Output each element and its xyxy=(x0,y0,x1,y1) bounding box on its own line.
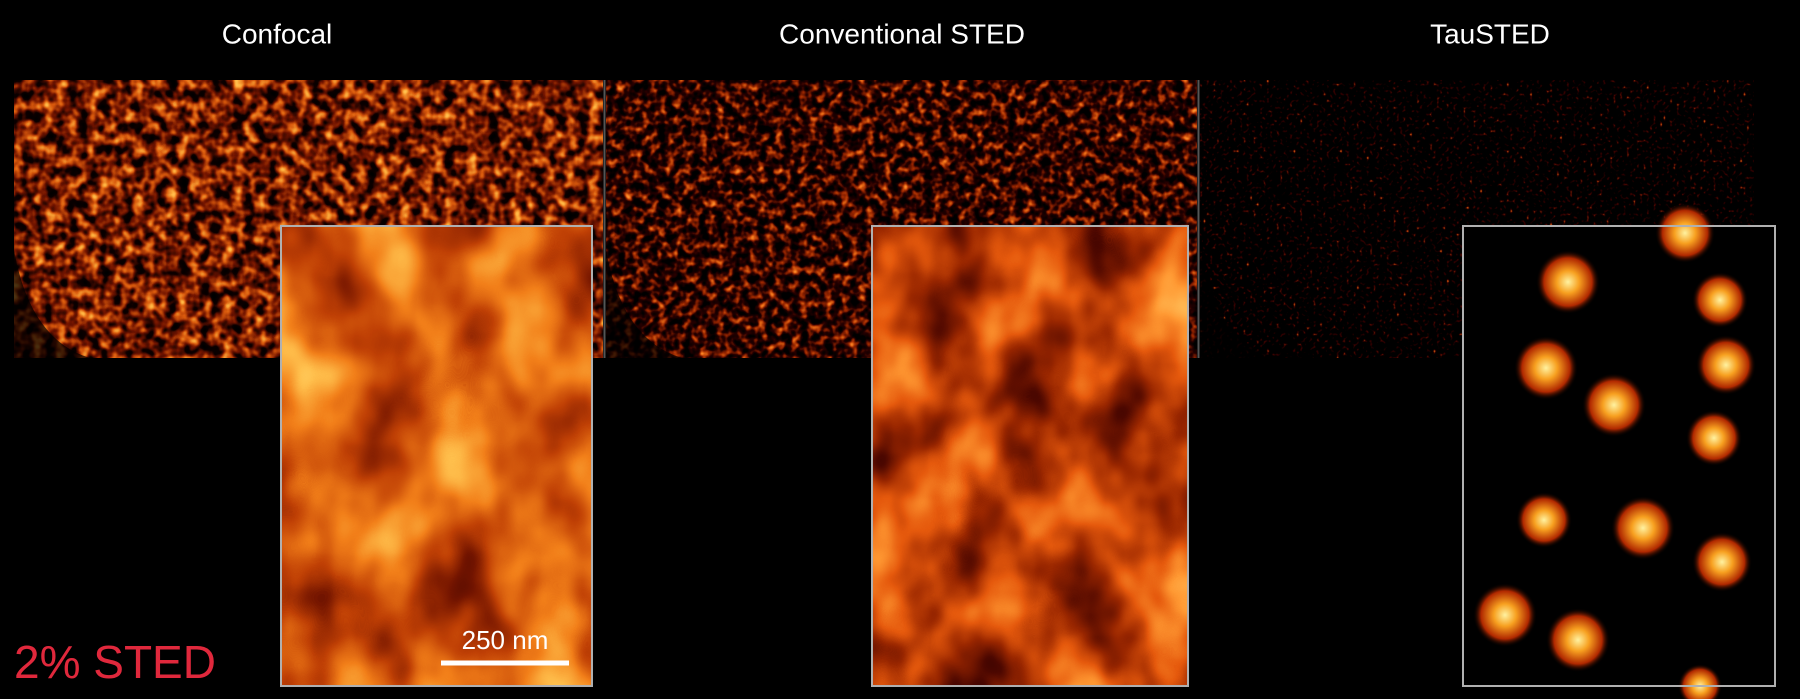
scale-bar-label: 250 nm xyxy=(462,625,549,655)
insets xyxy=(280,203,1776,699)
inset-border xyxy=(1462,225,1776,687)
sted-inset xyxy=(872,226,1188,686)
inset-border xyxy=(871,225,1189,687)
sted-label: 2% STED xyxy=(14,636,216,688)
panel-title: TauSTED xyxy=(1430,18,1550,49)
inset-border xyxy=(280,225,593,687)
panel-title: Confocal xyxy=(222,18,333,49)
confocal-inset xyxy=(281,226,592,686)
cell-edge xyxy=(606,250,682,358)
cell-edge xyxy=(14,250,90,358)
tausted-spots xyxy=(1473,203,1756,699)
cell-edge xyxy=(1200,250,1276,358)
panel-title: Conventional STED xyxy=(779,18,1025,49)
